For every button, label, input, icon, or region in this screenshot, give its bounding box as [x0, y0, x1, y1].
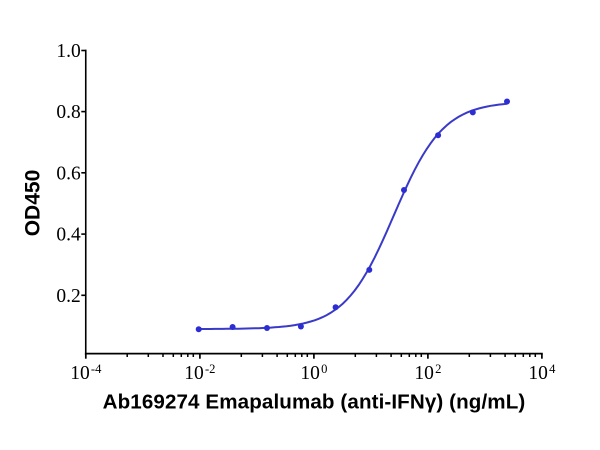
svg-text:0.8: 0.8 [56, 102, 80, 123]
svg-text:0.4: 0.4 [56, 225, 81, 246]
svg-text:Ab169274 Emapalumab (anti-IFNγ: Ab169274 Emapalumab (anti-IFNγ) (ng/mL) [103, 391, 526, 414]
svg-text:0.2: 0.2 [56, 286, 80, 307]
svg-text:0.6: 0.6 [56, 163, 81, 184]
svg-text:1.0: 1.0 [56, 41, 80, 62]
svg-text:OD450: OD450 [22, 170, 45, 237]
